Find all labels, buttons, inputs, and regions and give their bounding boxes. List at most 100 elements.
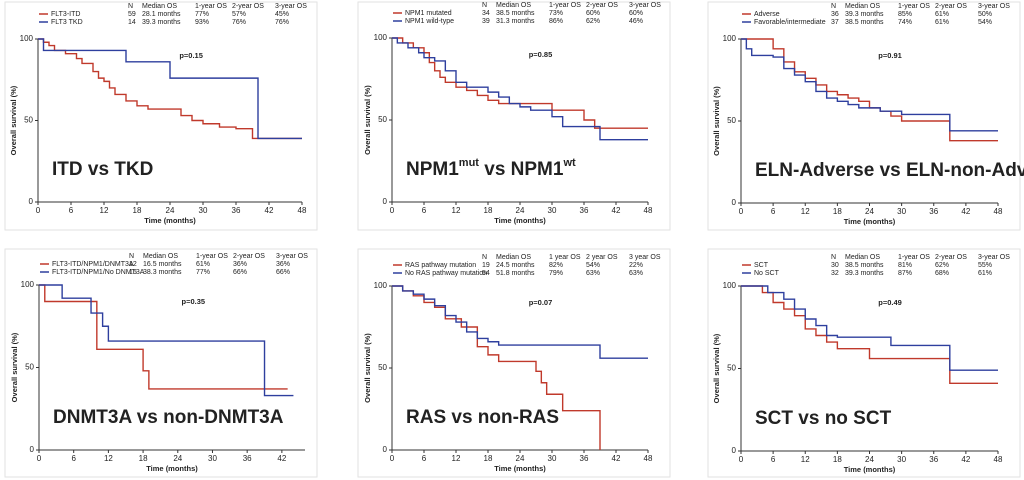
x-tick-label: 12 <box>801 455 810 464</box>
table-cell: 54% <box>978 19 992 26</box>
x-axis-label: Time (months) <box>494 216 546 225</box>
x-axis-label: Time (months) <box>844 465 896 474</box>
table-header: 1-year OS <box>549 2 581 9</box>
p-value: p=0.85 <box>529 50 553 59</box>
panel: 0 6 12 18 24 30 36 42 48 0 50 100 Time (months) Overa… <box>357 248 671 478</box>
table-cell: 30 <box>831 262 839 269</box>
table-cell: 62% <box>935 262 949 269</box>
x-tick-label: 6 <box>71 454 76 463</box>
y-tick-label: 100 <box>374 281 388 290</box>
legend-label: NPM1 wild-type <box>405 18 454 25</box>
x-tick-label: 36 <box>929 207 938 216</box>
table-header: 2-year OS <box>935 254 967 261</box>
x-tick-label: 18 <box>139 454 148 463</box>
x-tick-label: 12 <box>100 206 109 215</box>
y-tick-label: 0 <box>732 446 737 455</box>
x-tick-label: 12 <box>104 454 113 463</box>
x-tick-label: 48 <box>644 454 653 463</box>
table-header: N <box>482 2 487 9</box>
table-cell: 60% <box>586 10 600 17</box>
table-cell: 57% <box>232 11 246 18</box>
p-value: p=0.15 <box>179 51 203 60</box>
legend-label: NPM1 mutated <box>405 10 452 17</box>
panel: 0 6 12 18 24 30 36 42 0 50 100 Time (months) Overall… <box>4 248 318 478</box>
table-cell: 14 <box>128 19 136 26</box>
survival-curve <box>38 38 302 140</box>
x-tick-label: 48 <box>298 206 307 215</box>
table-cell: 50% <box>978 11 992 18</box>
x-tick-label: 12 <box>452 454 461 463</box>
table-header: 2-year OS <box>935 3 967 10</box>
table-header: 1-year OS <box>898 3 930 10</box>
y-axis-label: Overall survival (%) <box>10 332 19 402</box>
x-tick-label: 42 <box>612 206 621 215</box>
survival-curve <box>741 38 998 142</box>
table-cell: 19 <box>482 262 490 269</box>
y-tick-label: 50 <box>727 116 736 125</box>
table-cell: 36 <box>831 11 839 18</box>
survival-curve <box>741 38 998 132</box>
table-cell: 82% <box>549 262 563 269</box>
panel-frame <box>707 248 1021 478</box>
x-tick-label: 24 <box>173 454 182 463</box>
table-cell: 73% <box>549 10 563 17</box>
x-tick-label: 30 <box>897 207 906 216</box>
table-header: 3-year OS <box>629 2 661 9</box>
table-cell: 12 <box>129 261 137 268</box>
table-header: N <box>128 3 133 10</box>
table-cell: 61% <box>978 270 992 277</box>
table-header: 3-year OS <box>276 253 308 260</box>
p-value: p=0.49 <box>878 298 902 307</box>
table-header: 1-year OS <box>196 253 228 260</box>
x-tick-label: 36 <box>580 454 589 463</box>
table-cell: 36% <box>233 261 247 268</box>
table-cell: 79% <box>549 270 563 277</box>
x-tick-label: 42 <box>961 207 970 216</box>
x-tick-label: 42 <box>612 454 621 463</box>
panel-title: SCT vs no SCT <box>755 408 892 429</box>
survival-curve <box>39 284 288 390</box>
table-cell: 39 <box>482 18 490 25</box>
y-axis-label: Overall survival (%) <box>363 333 372 403</box>
table-header: N <box>831 254 836 261</box>
y-tick-label: 50 <box>378 115 387 124</box>
survival-curve <box>39 284 294 397</box>
y-axis-label: Overall survival (%) <box>712 86 721 156</box>
x-tick-label: 36 <box>232 206 241 215</box>
table-cell: 74% <box>898 19 912 26</box>
table-cell: 16.5 months <box>143 261 182 268</box>
table-header: N <box>482 254 487 261</box>
x-tick-label: 42 <box>961 455 970 464</box>
table-cell: 77% <box>196 269 210 276</box>
table-cell: 87% <box>898 270 912 277</box>
panel-title: RAS vs non-RAS <box>406 407 559 428</box>
table-header: Median OS <box>143 253 178 260</box>
table-cell: 22% <box>629 262 643 269</box>
x-tick-label: 30 <box>199 206 208 215</box>
table-header: 1 year OS <box>549 254 581 261</box>
table-cell: 76% <box>232 19 246 26</box>
table-cell: 51.8 months <box>496 270 535 277</box>
x-tick-label: 36 <box>580 206 589 215</box>
x-tick-label: 18 <box>833 455 842 464</box>
y-tick-label: 100 <box>21 280 35 289</box>
table-cell: 34 <box>482 10 490 17</box>
table-cell: 66% <box>276 269 290 276</box>
table-cell: 85% <box>898 11 912 18</box>
legend-label: FLT3-ITD <box>51 11 80 18</box>
legend-label: FLT3 TKD <box>51 19 83 26</box>
table-header: N <box>129 253 134 260</box>
x-tick-label: 36 <box>243 454 252 463</box>
table-header: 3 year OS <box>629 254 661 261</box>
x-tick-label: 0 <box>739 207 744 216</box>
legend-label: SCT <box>754 262 769 269</box>
table-cell: 31.3 months <box>496 18 535 25</box>
x-tick-label: 48 <box>644 206 653 215</box>
survival-curve <box>741 285 998 371</box>
x-tick-label: 48 <box>994 207 1003 216</box>
y-tick-label: 0 <box>383 197 388 206</box>
panel: 0 6 12 18 24 30 36 42 48 0 50 100 Time (months) Overa… <box>4 1 318 231</box>
y-tick-label: 50 <box>378 363 387 372</box>
legend-label: Adverse <box>754 11 780 18</box>
